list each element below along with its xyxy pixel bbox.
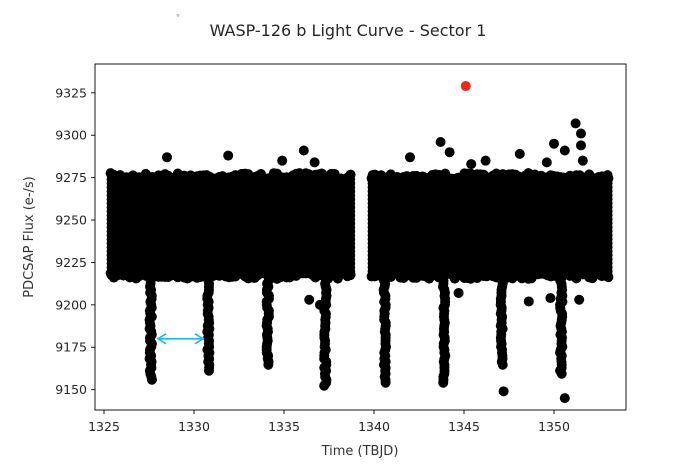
x-axis: 1325 1330 1335 1340 1345 1350 — [88, 410, 570, 434]
outlier-point — [514, 148, 525, 159]
transit-dip-3 — [261, 272, 274, 370]
outlier-point — [541, 157, 552, 168]
outlier-point — [577, 155, 588, 166]
annotation-arrow — [156, 333, 205, 345]
outlier-point — [315, 299, 325, 310]
stray-mark: ° — [176, 13, 180, 22]
flux-band-segment-2 — [370, 175, 610, 277]
outlier-points — [162, 118, 588, 404]
transit-dip-5 — [378, 272, 392, 388]
highlighted-point — [460, 81, 471, 92]
outlier-point — [480, 155, 491, 166]
outlier-point — [549, 138, 559, 149]
outlier-point — [576, 140, 586, 151]
x-tick-label: 1335 — [268, 419, 300, 434]
x-tick-label: 1325 — [88, 419, 120, 434]
transit-dip-2 — [202, 272, 215, 376]
outlier-point — [162, 152, 172, 163]
x-tick-label: 1350 — [538, 419, 570, 434]
transit-dip-1 — [144, 272, 157, 385]
y-tick-label: 9200 — [55, 297, 87, 312]
transit-point — [203, 365, 214, 376]
chart-title: WASP-126 b Light Curve - Sector 1 — [210, 21, 487, 40]
y-tick-label: 9225 — [55, 255, 87, 270]
y-tick-label: 9175 — [55, 340, 87, 355]
outlier-point — [277, 155, 288, 166]
transit-dip-6 — [438, 272, 451, 388]
y-tick-label: 9300 — [55, 128, 87, 143]
transit-dip-7 — [495, 272, 508, 370]
outlier-point — [574, 294, 585, 305]
y-tick-label: 9150 — [55, 382, 87, 397]
outlier-point — [559, 145, 570, 156]
y-tick-label: 9275 — [55, 170, 87, 185]
transit-point — [263, 359, 274, 370]
plot-area — [105, 81, 614, 404]
outlier-point — [304, 294, 315, 305]
arrow-head-right — [194, 333, 205, 345]
transit-point — [497, 359, 508, 370]
outlier-point — [309, 157, 320, 168]
outlier-point — [545, 293, 556, 304]
y-axis-label: PDCSAP Flux (e-/s) — [22, 176, 37, 297]
transit-dip-8 — [555, 272, 568, 379]
plot-frame — [94, 63, 627, 411]
x-tick-label: 1340 — [358, 419, 390, 434]
transit-point — [380, 377, 391, 388]
outlier-point — [498, 386, 509, 397]
x-tick-label: 1345 — [448, 419, 480, 434]
data-point — [602, 270, 613, 281]
transit-point — [438, 377, 449, 388]
outlier-point — [523, 296, 534, 307]
outlier-point — [405, 152, 415, 163]
y-tick-label: 9250 — [55, 213, 87, 228]
flux-band-edge-points — [105, 168, 356, 284]
arrow-head-left — [156, 333, 167, 345]
x-tick-label: 1330 — [178, 419, 210, 434]
y-axis: 9150 9175 9200 9225 9250 9275 9300 9325 — [55, 85, 95, 397]
x-axis-label: Time (TBJD) — [321, 444, 399, 459]
outlier-point — [559, 393, 570, 404]
outlier-point — [223, 150, 234, 161]
outlier-point — [466, 159, 477, 170]
outlier-point — [435, 137, 446, 148]
transit-dip-4 — [319, 272, 332, 391]
outlier-point — [298, 145, 309, 156]
flux-band-segment-1 — [109, 175, 353, 277]
data-point — [106, 270, 117, 281]
data-point — [345, 270, 356, 281]
y-tick-label: 9325 — [55, 85, 87, 100]
transit-point — [556, 368, 567, 379]
data-point — [367, 270, 378, 281]
outlier-point — [444, 147, 455, 158]
transit-point — [319, 380, 330, 391]
transit-point — [146, 374, 157, 385]
outlier-point — [576, 128, 586, 139]
outlier-point — [453, 287, 464, 298]
outlier-point — [570, 118, 581, 129]
